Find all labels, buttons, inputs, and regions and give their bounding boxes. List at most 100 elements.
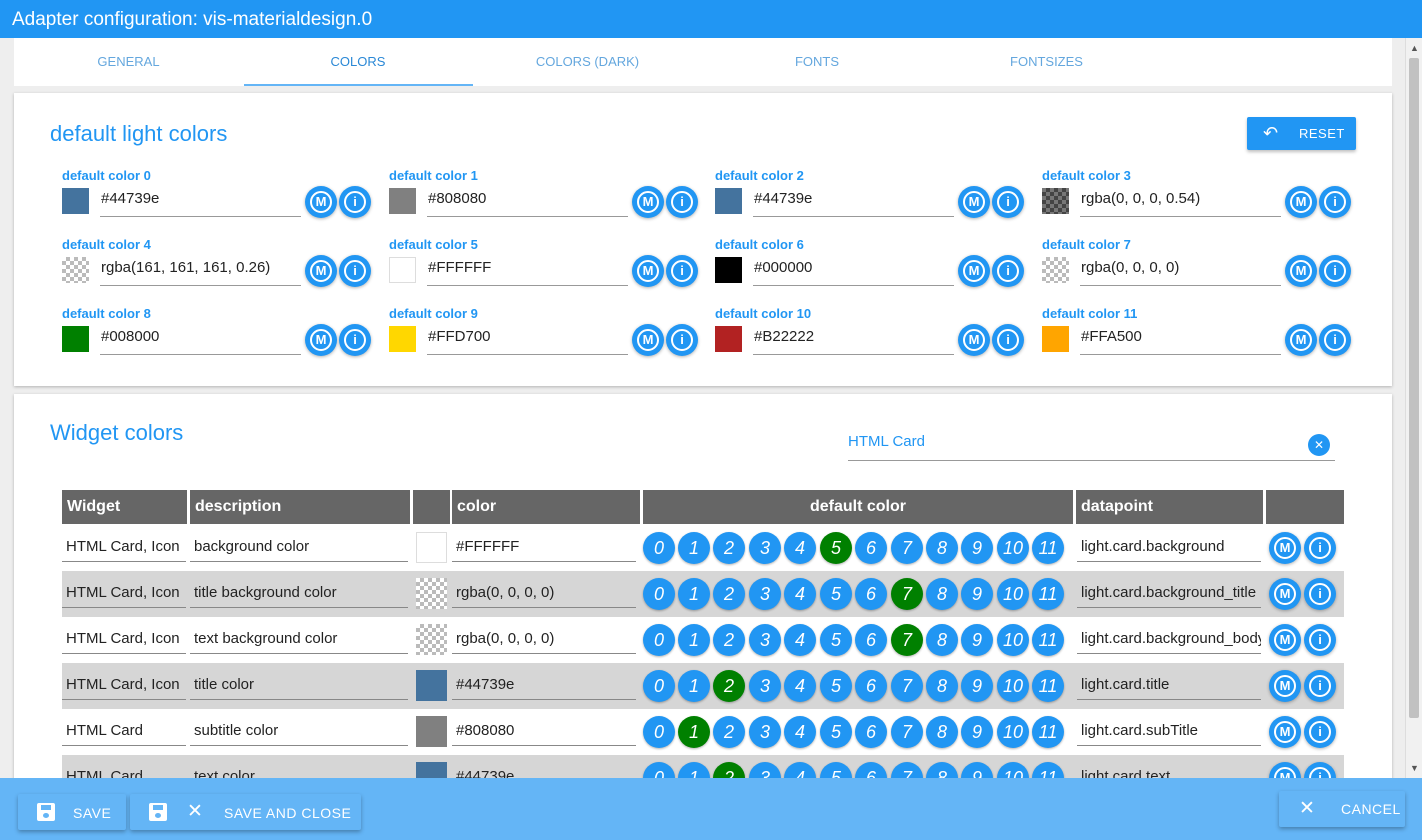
default-color-option[interactable]: 1 (678, 716, 710, 748)
default-color-input[interactable]: #44739e (100, 184, 301, 217)
color-swatch[interactable] (715, 188, 742, 214)
default-color-option[interactable]: 2 (713, 716, 745, 748)
color-swatch[interactable] (416, 716, 447, 747)
color-swatch[interactable] (416, 762, 447, 778)
default-color-option[interactable]: 6 (855, 716, 887, 748)
color-swatch[interactable] (715, 326, 742, 352)
info-button[interactable]: i (666, 324, 698, 356)
default-color-option[interactable]: 5 (820, 578, 852, 610)
info-button[interactable]: i (1304, 762, 1336, 778)
default-color-option[interactable]: 9 (961, 716, 993, 748)
save-button[interactable]: SAVE (18, 794, 126, 830)
datapoint-input[interactable]: light.card.background (1077, 532, 1261, 562)
material-color-button[interactable]: M (1285, 255, 1317, 287)
description-input[interactable]: subtitle color (190, 716, 408, 746)
default-color-option[interactable]: 8 (926, 578, 958, 610)
default-color-option[interactable]: 9 (961, 670, 993, 702)
material-color-button[interactable]: M (958, 324, 990, 356)
default-color-option[interactable]: 3 (749, 670, 781, 702)
default-color-option[interactable]: 3 (749, 532, 781, 564)
info-button[interactable]: i (992, 186, 1024, 218)
datapoint-input[interactable]: light.card.text (1077, 762, 1261, 778)
material-color-button[interactable]: M (1285, 186, 1317, 218)
default-color-option[interactable]: 11 (1032, 624, 1064, 656)
info-button[interactable]: i (666, 186, 698, 218)
default-color-option[interactable]: 11 (1032, 716, 1064, 748)
default-color-option[interactable]: 1 (678, 624, 710, 656)
material-color-button[interactable]: M (632, 186, 664, 218)
default-color-option[interactable]: 3 (749, 578, 781, 610)
color-swatch[interactable] (1042, 257, 1069, 283)
color-swatch[interactable] (389, 326, 416, 352)
color-value-input[interactable]: #44739e (452, 762, 636, 778)
default-color-option[interactable]: 9 (961, 762, 993, 778)
description-input[interactable]: text background color (190, 624, 408, 654)
default-color-option[interactable]: 6 (855, 670, 887, 702)
default-color-option[interactable]: 10 (997, 670, 1029, 702)
color-value-input[interactable]: #44739e (452, 670, 636, 700)
scroll-thumb[interactable] (1409, 58, 1419, 718)
default-color-option[interactable]: 0 (643, 670, 675, 702)
color-swatch[interactable] (389, 188, 416, 214)
default-color-input[interactable]: rgba(0, 0, 0, 0) (1080, 253, 1281, 286)
vertical-scrollbar[interactable]: ▲ ▼ (1405, 38, 1422, 778)
default-color-option[interactable]: 7 (891, 670, 923, 702)
default-color-option[interactable]: 4 (784, 762, 816, 778)
default-color-option[interactable]: 8 (926, 670, 958, 702)
color-swatch[interactable] (62, 326, 89, 352)
default-color-option[interactable]: 8 (926, 762, 958, 778)
default-color-option[interactable]: 4 (784, 578, 816, 610)
color-swatch[interactable] (416, 670, 447, 701)
color-swatch[interactable] (1042, 188, 1069, 214)
default-color-option[interactable]: 8 (926, 716, 958, 748)
default-color-option[interactable]: 3 (749, 716, 781, 748)
info-button[interactable]: i (1319, 324, 1351, 356)
default-color-option[interactable]: 10 (997, 624, 1029, 656)
color-swatch[interactable] (62, 257, 89, 283)
material-color-button[interactable]: M (1269, 532, 1301, 564)
default-color-input[interactable]: #FFFFFF (427, 253, 628, 286)
default-color-option[interactable]: 7 (891, 624, 923, 656)
default-color-option[interactable]: 0 (643, 624, 675, 656)
tab-colors[interactable]: COLORS (243, 38, 473, 86)
default-color-option[interactable]: 10 (997, 716, 1029, 748)
default-color-option[interactable]: 2 (713, 762, 745, 778)
color-swatch[interactable] (389, 257, 416, 283)
default-color-option[interactable]: 9 (961, 578, 993, 610)
info-button[interactable]: i (992, 255, 1024, 287)
color-value-input[interactable]: rgba(0, 0, 0, 0) (452, 578, 636, 608)
default-color-option[interactable]: 3 (749, 762, 781, 778)
default-color-option[interactable]: 10 (997, 532, 1029, 564)
material-color-button[interactable]: M (632, 255, 664, 287)
reset-button[interactable]: ↶ RESET (1247, 117, 1356, 150)
scroll-up-arrow-icon[interactable]: ▲ (1410, 43, 1419, 53)
color-swatch[interactable] (1042, 326, 1069, 352)
info-button[interactable]: i (339, 186, 371, 218)
default-color-option[interactable]: 4 (784, 716, 816, 748)
default-color-input[interactable]: #000000 (753, 253, 954, 286)
default-color-option[interactable]: 1 (678, 762, 710, 778)
info-button[interactable]: i (1319, 186, 1351, 218)
default-color-option[interactable]: 10 (997, 762, 1029, 778)
default-color-option[interactable]: 6 (855, 762, 887, 778)
default-color-option[interactable]: 0 (643, 762, 675, 778)
default-color-option[interactable]: 6 (855, 578, 887, 610)
default-color-option[interactable]: 11 (1032, 762, 1064, 778)
default-color-option[interactable]: 0 (643, 532, 675, 564)
datapoint-input[interactable]: light.card.background_title (1077, 578, 1261, 608)
color-value-input[interactable]: #FFFFFF (452, 532, 636, 562)
tab-fonts[interactable]: FONTS (794, 54, 840, 69)
color-swatch[interactable] (416, 532, 447, 563)
info-button[interactable]: i (339, 255, 371, 287)
default-color-option[interactable]: 1 (678, 578, 710, 610)
datapoint-input[interactable]: light.card.background_body (1077, 624, 1261, 654)
default-color-option[interactable]: 5 (820, 762, 852, 778)
scroll-down-arrow-icon[interactable]: ▼ (1410, 763, 1419, 773)
description-input[interactable]: text color (190, 762, 408, 778)
material-color-button[interactable]: M (305, 255, 337, 287)
material-color-button[interactable]: M (305, 186, 337, 218)
default-color-option[interactable]: 11 (1032, 670, 1064, 702)
default-color-option[interactable]: 2 (713, 670, 745, 702)
default-color-option[interactable]: 7 (891, 578, 923, 610)
default-color-option[interactable]: 1 (678, 670, 710, 702)
